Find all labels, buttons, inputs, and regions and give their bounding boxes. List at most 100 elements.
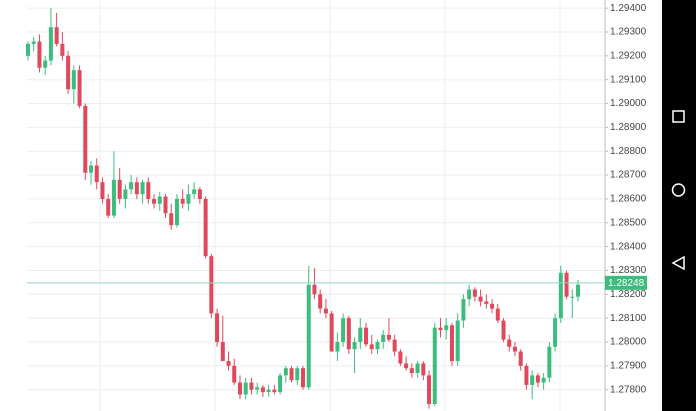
candle-body [341,318,346,342]
candle-body [507,339,512,347]
candle-body [123,189,128,199]
candle-body [283,368,288,376]
overview-button[interactable] [672,110,685,123]
last-price-box [605,275,647,290]
candle-body [535,375,540,383]
candle-body [467,289,472,300]
candle-body [530,375,535,385]
candle-body [358,327,363,342]
candle-body [197,189,202,199]
candle-body [547,346,552,378]
candle-body [289,368,294,381]
y-tick-label: 1.28400 [610,241,647,252]
candle-body [427,375,432,404]
candle-body [541,377,546,383]
candle-body [346,318,351,350]
candle-body [83,105,88,173]
y-tick-label: 1.27800 [610,384,647,395]
candle-body [438,327,443,331]
candle-body [48,27,53,61]
candle-body [432,327,437,404]
candle-body [329,313,334,352]
candle-body [209,256,214,314]
candle-body [232,365,237,383]
last-price-label: 1.28248 [608,278,645,289]
candle-body [421,363,426,376]
candle-body [180,198,185,204]
candle-body [558,272,563,319]
candle-body [220,342,225,362]
candle-body [335,342,340,352]
candle-body [300,368,306,388]
candle-body [25,43,31,56]
nav-bar [662,0,696,411]
candle-body [323,308,328,314]
candle-body [461,299,466,321]
candle-body [215,313,220,342]
y-tick-label: 1.29400 [610,3,647,14]
candle-body [140,182,145,195]
back-button[interactable] [671,255,685,271]
candle-body [306,284,311,388]
y-tick-label: 1.28000 [610,337,647,348]
candle-body [524,365,529,385]
candle-body [249,382,254,390]
candle-body [575,284,581,297]
y-tick-label: 1.28900 [610,122,647,133]
candle-body [512,346,517,352]
candle-body [518,351,523,366]
candle-body [60,43,65,56]
candle-body [174,198,179,226]
candle-body [66,55,71,90]
candle-body [312,284,317,295]
candle-body [89,165,94,173]
candle-body [243,382,248,395]
candle-body [260,387,265,393]
candle-body [31,41,36,44]
candle-body [106,198,111,216]
y-tick-label: 1.29100 [610,74,647,85]
candle-body [495,308,500,321]
candle-body [77,70,82,106]
y-tick-label: 1.28700 [610,170,647,181]
candle-body [455,320,460,362]
candle-body [152,198,157,204]
candle-body [381,334,386,342]
candle-body [129,182,134,190]
candle-body [398,351,403,364]
candle-body [111,179,116,216]
candle-body [226,361,231,366]
candle-body [404,363,409,369]
candle-body [295,368,300,381]
home-button[interactable] [671,183,686,197]
candle-body [478,296,483,302]
candle-body [146,182,151,199]
candle-body [444,325,449,331]
candle-body [369,344,374,350]
y-tick-label: 1.28600 [610,194,647,205]
candle-body [409,368,414,373]
candle-body [449,325,454,362]
candle-body [43,60,48,68]
candle-body [192,189,197,195]
candle-body [94,165,99,183]
candle-body [386,334,391,340]
candle-body [318,294,323,309]
candle-body [392,339,397,352]
candle-body [564,272,569,297]
y-tick-label: 1.29000 [610,98,647,109]
candle-body [157,196,162,204]
y-tick-label: 1.28200 [610,289,647,300]
y-tick-label: 1.29200 [610,50,647,61]
candle-body [570,296,575,298]
candle-body [54,27,59,44]
y-tick-label: 1.27900 [610,360,647,371]
candle-body [553,318,558,347]
candle-body [501,320,506,340]
candle-body [37,41,42,68]
y-tick-label: 1.28100 [610,313,647,324]
y-tick-label: 1.28500 [610,217,647,228]
